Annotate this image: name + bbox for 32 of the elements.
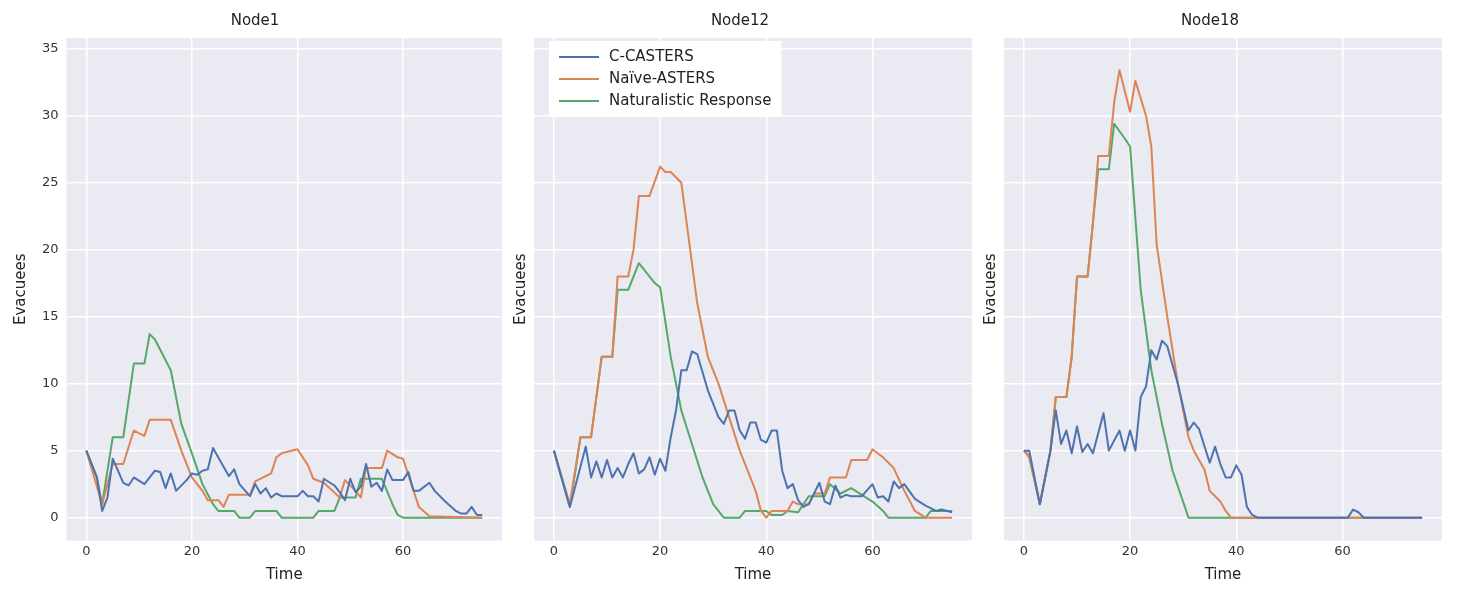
x-axis-title: Time: [733, 564, 772, 583]
x-tick-label: 60: [394, 542, 412, 558]
x-tick-label: 0: [82, 542, 91, 558]
y-axis-title: Evacuees: [510, 253, 529, 325]
x-axis-title: Time: [1203, 564, 1242, 583]
legend-label: C-CASTERS: [609, 46, 694, 65]
chart-title: Node1: [230, 10, 280, 29]
legend-label: Naïve-ASTERS: [609, 68, 716, 87]
y-tick-label: 5: [50, 442, 59, 458]
x-tick-label: 20: [183, 542, 201, 558]
y-tick-label: 10: [42, 375, 59, 391]
y-tick-label: 35: [42, 40, 59, 56]
x-tick-label: 20: [651, 542, 669, 558]
chart-title: Node12: [710, 10, 770, 29]
x-tick-label: 40: [289, 542, 306, 558]
y-axis-title: Evacuees: [980, 253, 999, 325]
chart-title: Node18: [1180, 10, 1240, 29]
x-tick-label: 20: [1121, 542, 1139, 558]
x-tick-label: 0: [549, 542, 559, 558]
legend-label: Naturalistic Response: [609, 90, 772, 109]
x-axis-title: Time: [264, 564, 303, 583]
x-tick-label: 60: [1334, 542, 1351, 558]
y-tick-label: 15: [42, 308, 59, 324]
y-tick-label: 20: [42, 241, 59, 257]
x-tick-label: 40: [1228, 542, 1245, 558]
y-tick-label: 0: [50, 509, 59, 524]
y-tick-label: 25: [42, 174, 59, 190]
y-tick-label: 30: [42, 107, 59, 123]
x-tick-label: 0: [1019, 542, 1029, 558]
x-tick-label: 60: [864, 542, 881, 558]
y-axis-title: Evacuees: [10, 253, 29, 325]
x-tick-label: 40: [758, 542, 775, 558]
